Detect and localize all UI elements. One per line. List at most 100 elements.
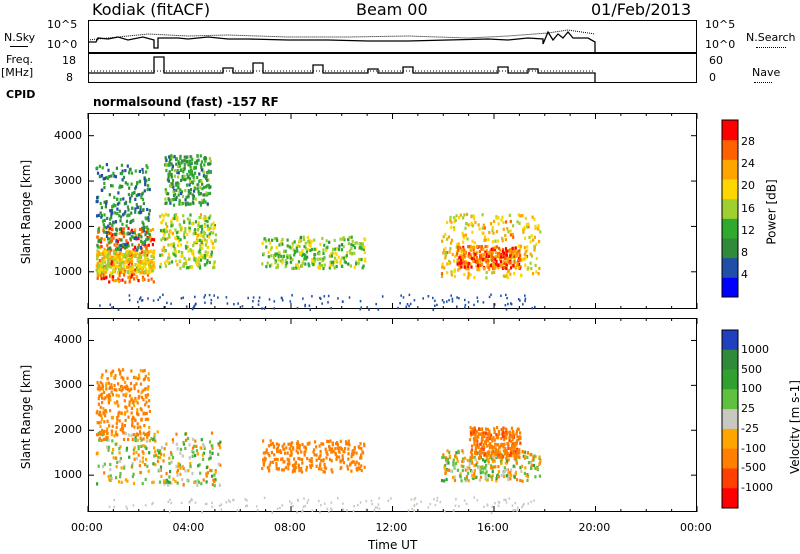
data-cell (518, 455, 521, 459)
data-cell (279, 242, 282, 246)
data-cell (342, 245, 345, 249)
data-cell (497, 246, 501, 250)
data-cell (98, 258, 101, 263)
data-cell (534, 466, 537, 470)
data-cell (521, 479, 524, 483)
data-cell (130, 255, 133, 259)
data-cell (197, 221, 200, 225)
data-cell (97, 230, 100, 234)
data-cell (171, 216, 175, 221)
data-cell (148, 399, 151, 403)
data-cell (270, 443, 273, 447)
data-cell (522, 303, 524, 306)
data-cell (168, 163, 171, 167)
data-cell (203, 238, 206, 242)
data-cell (465, 212, 469, 216)
data-cell (103, 200, 106, 204)
data-cell (484, 431, 488, 435)
data-cell (310, 239, 313, 243)
data-cell (350, 243, 353, 247)
data-cell (494, 451, 497, 455)
data-cell (297, 266, 301, 270)
data-cell (344, 447, 347, 451)
data-cell (100, 206, 103, 210)
data-cell (527, 225, 530, 229)
data-cell (520, 258, 523, 262)
data-cell (118, 447, 121, 451)
data-cell (218, 483, 221, 487)
data-cell (157, 298, 159, 302)
data-cell (142, 250, 145, 254)
data-cell (141, 192, 144, 196)
data-cell (96, 274, 99, 278)
data-cell (452, 509, 455, 512)
data-cell (493, 267, 496, 271)
data-cell (129, 381, 133, 385)
data-cell (500, 473, 503, 478)
data-cell (207, 192, 210, 196)
data-cell (296, 263, 299, 267)
data-cell (319, 296, 321, 300)
freq-tick-top: 18 (62, 54, 76, 67)
data-cell (168, 158, 172, 162)
data-cell (194, 501, 197, 504)
data-cell (152, 480, 155, 484)
data-cell (515, 429, 518, 433)
data-cell (129, 259, 132, 263)
data-cell (125, 224, 128, 228)
data-cell (508, 261, 512, 265)
data-cell (132, 248, 135, 252)
data-cell (146, 273, 150, 277)
data-cell (99, 380, 102, 385)
data-cell (182, 466, 185, 471)
data-cell (121, 227, 124, 231)
data-cell (456, 468, 459, 472)
data-cell (447, 468, 450, 472)
data-cell (178, 250, 181, 254)
data-cell (443, 301, 445, 304)
data-cell (303, 451, 306, 455)
data-cell (126, 205, 129, 209)
data-cell (180, 168, 183, 172)
data-cell (176, 481, 179, 485)
data-cell (484, 250, 487, 254)
data-cell (140, 239, 143, 243)
data-cell (296, 451, 300, 455)
data-cell (100, 174, 104, 178)
data-cell (453, 478, 457, 483)
data-cell (290, 502, 293, 505)
data-cell (477, 432, 480, 436)
data-cell (413, 498, 416, 501)
data-cell (129, 267, 132, 271)
data-cell (189, 172, 192, 176)
data-cell (128, 276, 131, 280)
data-cell (192, 307, 194, 310)
data-cell (144, 374, 147, 378)
data-cell (308, 441, 311, 445)
data-cell (520, 273, 523, 277)
data-cell (107, 265, 110, 269)
data-cell (340, 248, 343, 252)
data-cell (182, 482, 185, 487)
data-cell (458, 261, 461, 265)
data-cell (532, 455, 535, 459)
colorbar-tick-label: 24 (741, 157, 755, 171)
data-cell (360, 464, 363, 468)
data-cell (443, 479, 446, 483)
data-cell (97, 261, 100, 265)
data-cell (481, 213, 484, 217)
data-cell (183, 178, 186, 182)
data-cell (381, 295, 384, 298)
data-cell (113, 269, 116, 274)
data-cell (153, 432, 156, 436)
data-cell (486, 427, 489, 432)
data-cell (277, 255, 280, 259)
data-cell (454, 254, 457, 258)
data-cell (178, 182, 181, 186)
data-cell (467, 245, 470, 249)
data-cell (164, 163, 167, 167)
data-cell (310, 247, 314, 252)
data-cell (212, 266, 215, 270)
data-cell (169, 201, 172, 205)
data-cell (124, 169, 127, 173)
